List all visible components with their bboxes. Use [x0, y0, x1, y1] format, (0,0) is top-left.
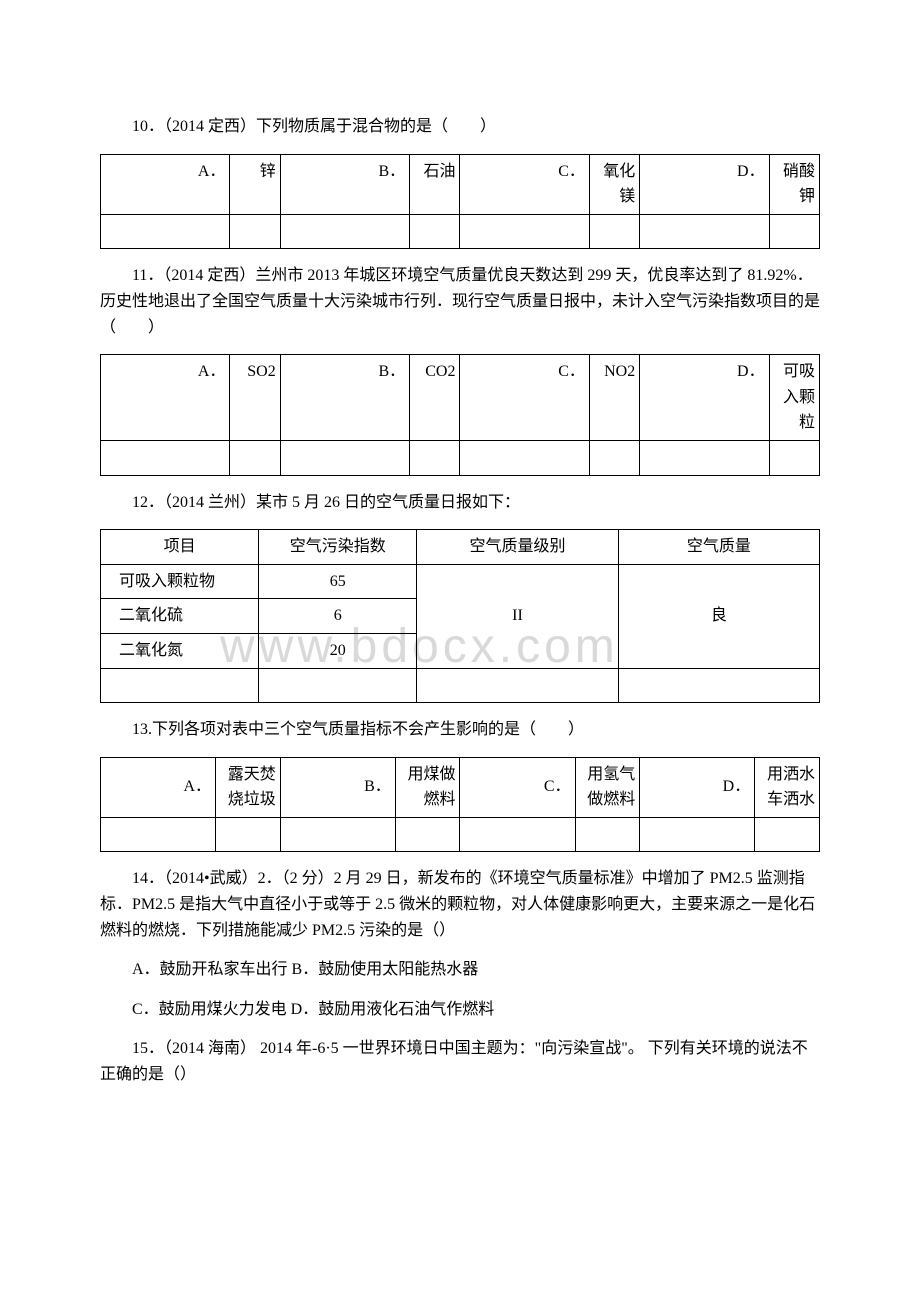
empty-cell	[101, 817, 216, 852]
empty-cell	[640, 440, 769, 475]
question-11-options-table: A． SO2 B． CO2 C． NO2 D． 可吸入颗粒	[100, 354, 820, 475]
empty-cell	[460, 440, 589, 475]
opt-b-value: CO2	[410, 355, 460, 441]
table-cell: 6	[259, 599, 417, 634]
empty-cell	[259, 668, 417, 703]
opt-d-label: D．	[640, 355, 769, 441]
opt-c-value: 氧化镁	[589, 154, 639, 214]
empty-cell	[755, 817, 820, 852]
table-cell: 20	[259, 633, 417, 668]
opt-b-label: B．	[280, 757, 395, 817]
table-header: 空气污染指数	[259, 530, 417, 565]
table-header: 空气质量	[618, 530, 819, 565]
empty-cell	[640, 817, 755, 852]
opt-b-value: 用煤做燃料	[395, 757, 460, 817]
opt-c-label: C．	[460, 355, 589, 441]
table-header: 项目	[101, 530, 259, 565]
opt-b-value: 石油	[410, 154, 460, 214]
empty-cell	[230, 214, 280, 249]
question-13-options-table: A． 露天焚烧垃圾 B． 用煤做燃料 C． 用氢气做燃料 D． 用洒水车洒水	[100, 757, 820, 853]
empty-cell	[280, 817, 395, 852]
question-14-options-line2: C．鼓励用煤火力发电 D．鼓励用液化石油气作燃料	[100, 997, 820, 1023]
empty-cell	[101, 440, 230, 475]
opt-d-label: D．	[640, 757, 755, 817]
opt-c-label: C．	[460, 757, 575, 817]
empty-cell	[769, 214, 819, 249]
opt-a-value: 露天焚烧垃圾	[216, 757, 281, 817]
opt-d-value: 硝酸钾	[769, 154, 819, 214]
question-11-text: 11．（2014 定西）兰州市 2013 年城区环境空气质量优良天数达到 299…	[100, 263, 820, 340]
opt-c-value: NO2	[589, 355, 639, 441]
opt-d-label: D．	[640, 154, 769, 214]
empty-cell	[417, 668, 618, 703]
opt-c-value: 用氢气做燃料	[575, 757, 640, 817]
opt-a-label: A．	[101, 154, 230, 214]
question-12-data-table: 项目 空气污染指数 空气质量级别 空气质量 可吸入颗粒物 65 II 良 二氧化…	[100, 529, 820, 703]
question-10-text: 10．（2014 定西）下列物质属于混合物的是（ ）	[100, 114, 820, 140]
empty-cell	[280, 440, 409, 475]
opt-a-value: SO2	[230, 355, 280, 441]
opt-a-value: 锌	[230, 154, 280, 214]
empty-cell	[460, 214, 589, 249]
empty-cell	[395, 817, 460, 852]
empty-cell	[640, 214, 769, 249]
question-15-text: 15．（2014 海南） 2014 年-6·5 一世界环境日中国主题为："向污染…	[100, 1036, 820, 1087]
question-12-text: 12．（2014 兰州）某市 5 月 26 日的空气质量日报如下：	[100, 490, 820, 516]
opt-c-label: C．	[460, 154, 589, 214]
empty-cell	[216, 817, 281, 852]
table-cell-quality: 良	[618, 564, 819, 668]
question-13-text: 13.下列各项对表中三个空气质量指标不会产生影响的是（ ）	[100, 717, 820, 743]
empty-cell	[230, 440, 280, 475]
empty-cell	[769, 440, 819, 475]
empty-cell	[618, 668, 819, 703]
opt-a-label: A．	[101, 757, 216, 817]
table-cell: 65	[259, 564, 417, 599]
opt-b-label: B．	[280, 355, 409, 441]
table-cell-grade: II	[417, 564, 618, 668]
table-cell: 二氧化硫	[101, 599, 259, 634]
table-header: 空气质量级别	[417, 530, 618, 565]
question-10-options-table: A． 锌 B． 石油 C． 氧化镁 D． 硝酸钾	[100, 154, 820, 250]
table-cell: 二氧化氮	[101, 633, 259, 668]
empty-cell	[410, 214, 460, 249]
empty-cell	[589, 214, 639, 249]
table-cell: 可吸入颗粒物	[101, 564, 259, 599]
opt-d-value: 用洒水车洒水	[755, 757, 820, 817]
opt-b-label: B．	[280, 154, 409, 214]
empty-cell	[460, 817, 575, 852]
empty-cell	[589, 440, 639, 475]
question-14-options-line1: A．鼓励开私家车出行 B．鼓励使用太阳能热水器	[100, 957, 820, 983]
empty-cell	[410, 440, 460, 475]
opt-d-value: 可吸入颗粒	[769, 355, 819, 441]
empty-cell	[101, 214, 230, 249]
question-14-text: 14．（2014•武威）2．（2 分）2 月 29 日，新发布的《环境空气质量标…	[100, 866, 820, 943]
empty-cell	[280, 214, 409, 249]
empty-cell	[575, 817, 640, 852]
empty-cell	[101, 668, 259, 703]
opt-a-label: A．	[101, 355, 230, 441]
